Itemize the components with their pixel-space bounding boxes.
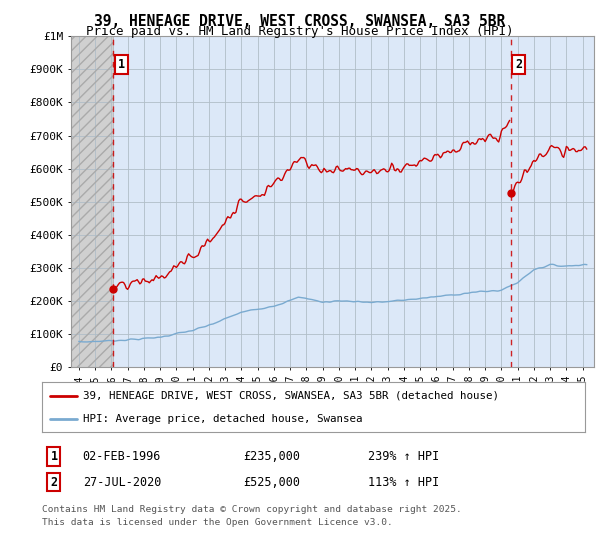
Bar: [71, 36, 113, 367]
Text: Contains HM Land Registry data © Crown copyright and database right 2025.: Contains HM Land Registry data © Crown c…: [42, 505, 462, 514]
Text: 239% ↑ HPI: 239% ↑ HPI: [368, 450, 439, 463]
Text: 39, HENEAGE DRIVE, WEST CROSS, SWANSEA, SA3 5BR (detached house): 39, HENEAGE DRIVE, WEST CROSS, SWANSEA, …: [83, 390, 499, 400]
Text: 02-FEB-1996: 02-FEB-1996: [83, 450, 161, 463]
Bar: [71, 36, 113, 367]
Text: £525,000: £525,000: [243, 475, 300, 488]
Text: 2: 2: [515, 58, 523, 71]
Text: 39, HENEAGE DRIVE, WEST CROSS, SWANSEA, SA3 5BR: 39, HENEAGE DRIVE, WEST CROSS, SWANSEA, …: [94, 14, 506, 29]
Text: 2: 2: [50, 475, 58, 488]
Text: 113% ↑ HPI: 113% ↑ HPI: [368, 475, 439, 488]
Text: 1: 1: [118, 58, 125, 71]
Text: £235,000: £235,000: [243, 450, 300, 463]
Text: HPI: Average price, detached house, Swansea: HPI: Average price, detached house, Swan…: [83, 414, 362, 424]
Text: Price paid vs. HM Land Registry's House Price Index (HPI): Price paid vs. HM Land Registry's House …: [86, 25, 514, 38]
Text: 1: 1: [50, 450, 58, 463]
Text: 27-JUL-2020: 27-JUL-2020: [83, 475, 161, 488]
Text: This data is licensed under the Open Government Licence v3.0.: This data is licensed under the Open Gov…: [42, 519, 393, 528]
